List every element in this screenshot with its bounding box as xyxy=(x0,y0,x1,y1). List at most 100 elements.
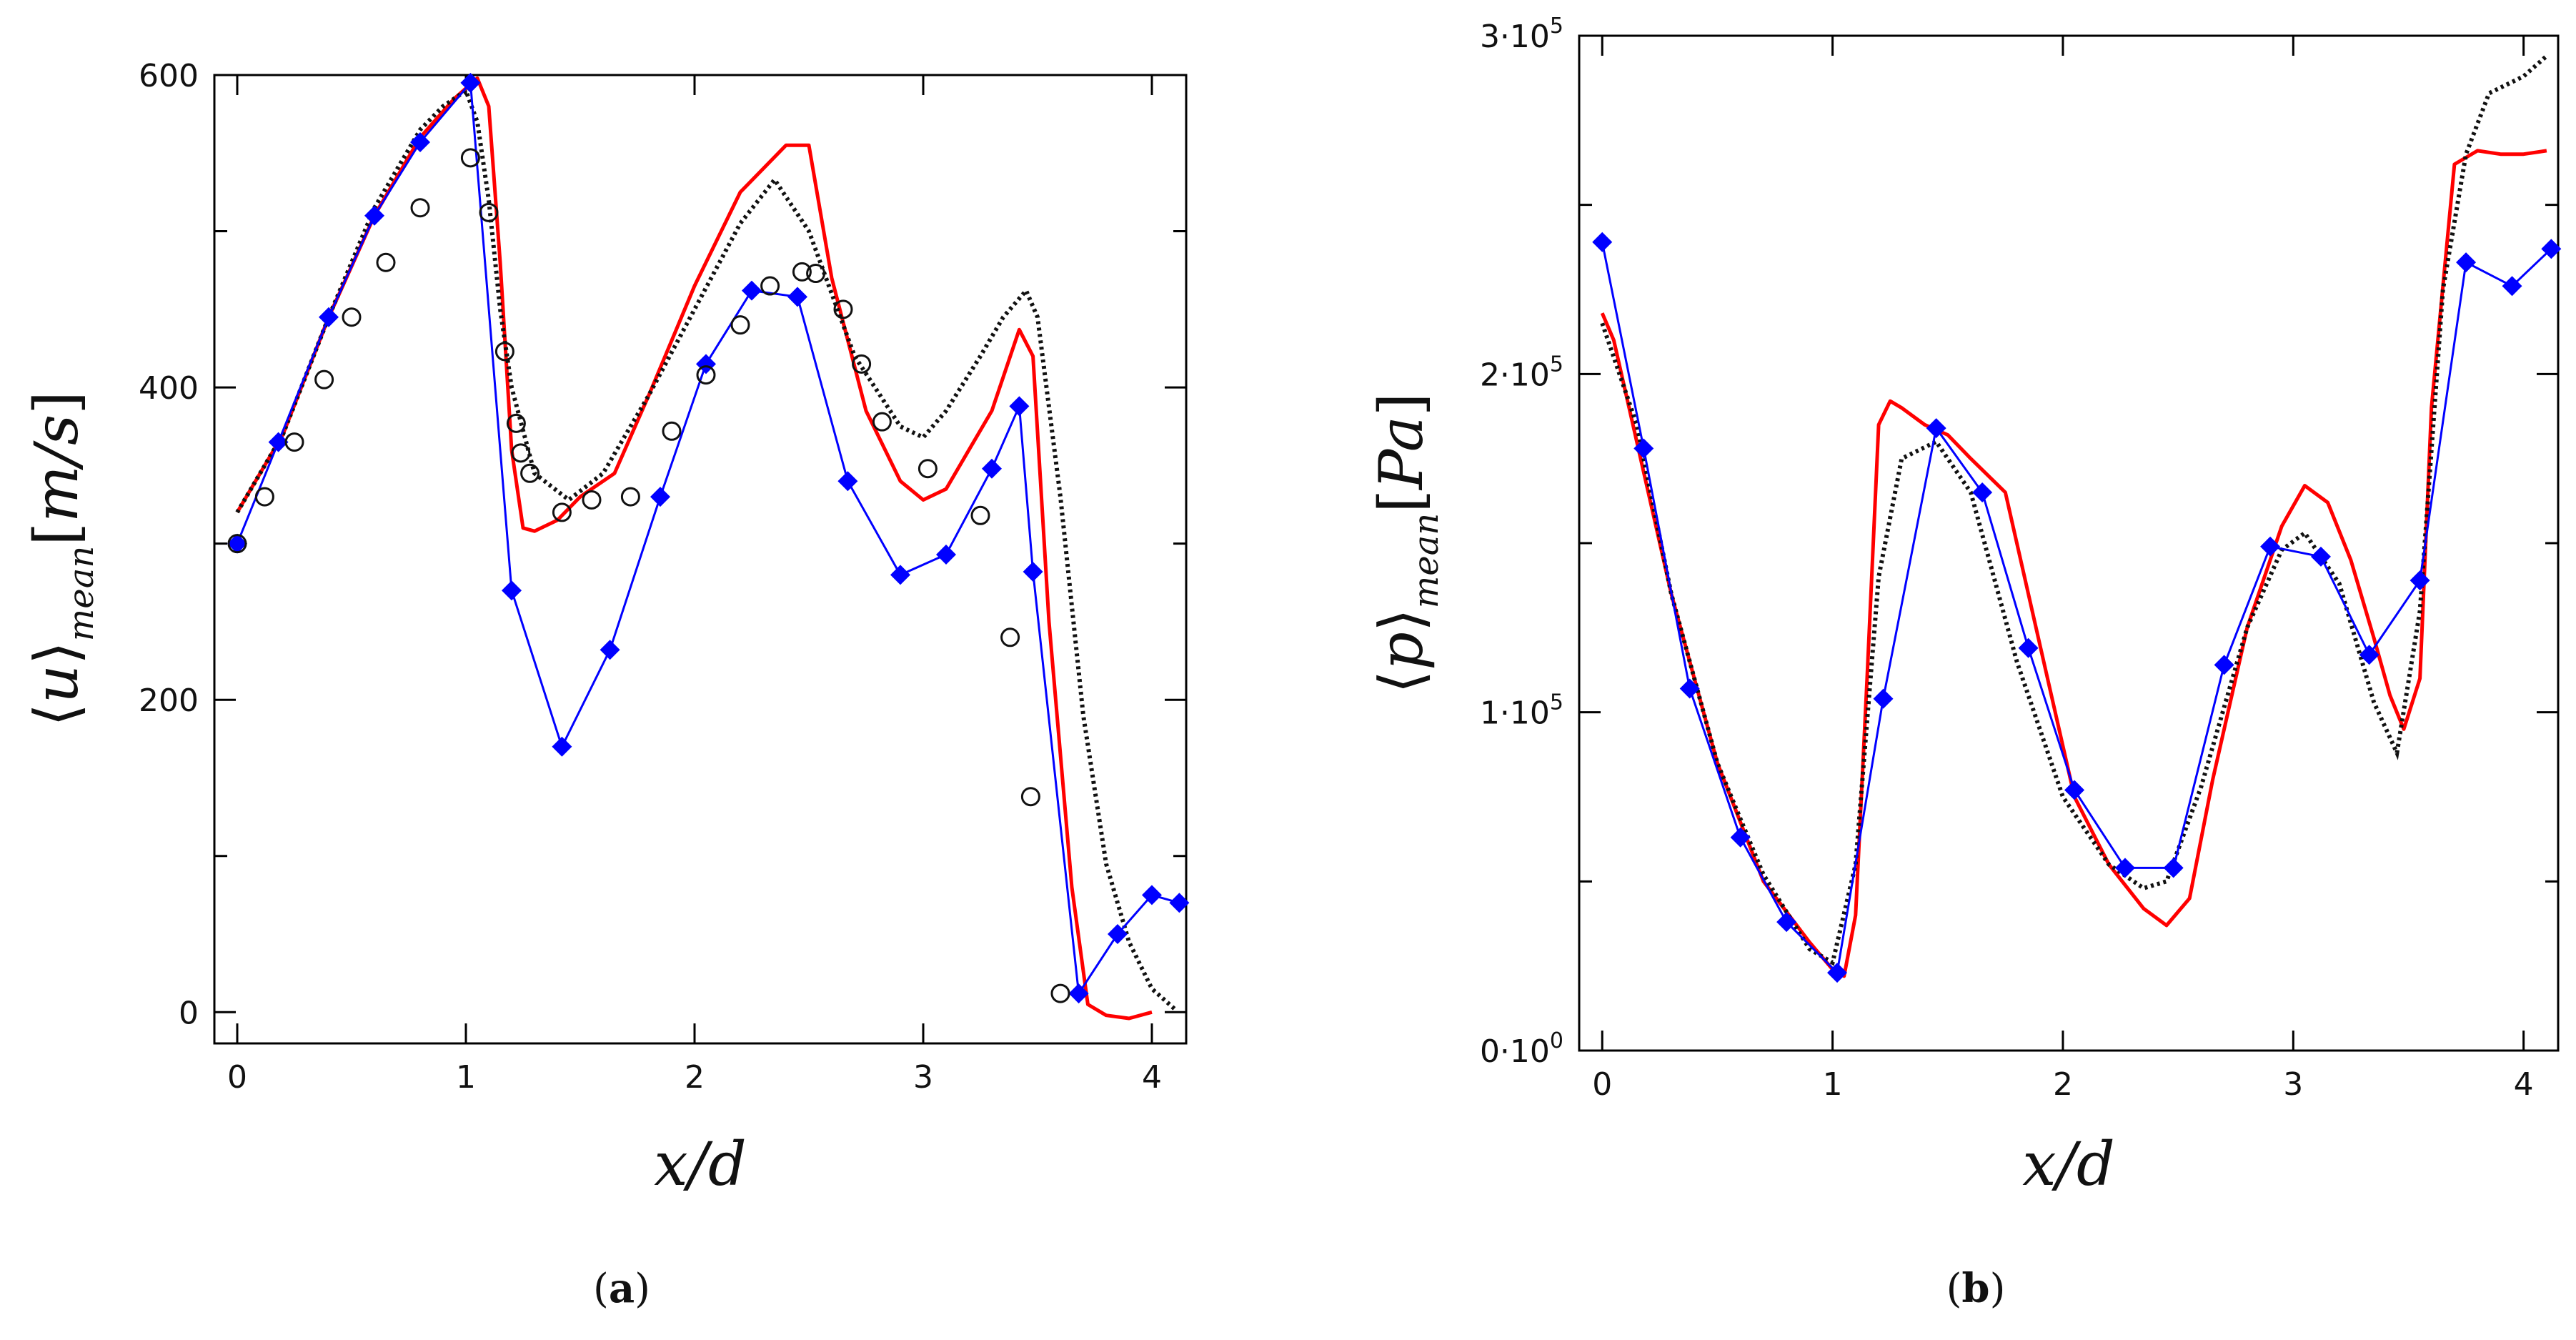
data-point-circle-a xyxy=(852,354,872,374)
y-axis-sub-b: mean xyxy=(1406,513,1446,608)
data-point-diamond-a xyxy=(1142,885,1162,905)
y-axis-close-b: ⟩ xyxy=(1366,608,1436,632)
data-point-circle-a xyxy=(227,534,247,554)
y-tick-exp-b: 5 xyxy=(1550,14,1563,39)
ticks-b xyxy=(1579,34,2558,1052)
y-tick-base-b: 3·10 xyxy=(1480,19,1550,55)
y-axis-symbol-a: u xyxy=(21,665,91,703)
x-tick-label-b: 2 xyxy=(2053,1066,2073,1103)
panel-label-a-open: ( xyxy=(593,1266,609,1312)
y-tick-label-a: 0 xyxy=(179,995,199,1031)
data-point-diamond-a xyxy=(364,205,384,226)
x-tick-label-a: 1 xyxy=(456,1059,476,1096)
y-axis-label-a: ⟨u⟩mean[m/s] xyxy=(21,391,101,727)
y-tick-exp-b: 5 xyxy=(1550,352,1563,377)
data-point-diamond-a xyxy=(1068,983,1089,1004)
y-axis-label-open-a: ⟨ xyxy=(21,703,91,727)
data-point-circle-a xyxy=(494,342,514,362)
data-point-diamond-b xyxy=(1730,827,1751,848)
data-point-circle-a xyxy=(520,463,540,483)
data-point-circle-a xyxy=(506,413,526,433)
tick-labels-a: 0 1 2 3 4 0 200 400 600 xyxy=(139,58,1162,1096)
data-point-diamond-b xyxy=(1926,418,1946,439)
data-point-circle-a xyxy=(1050,983,1070,1003)
data-point-diamond-b xyxy=(2541,239,2562,259)
y-tick-label-a: 200 xyxy=(139,683,199,719)
data-point-circle-a xyxy=(833,299,853,319)
data-point-circle-a xyxy=(410,198,430,218)
x-tick-label-a: 0 xyxy=(227,1059,247,1096)
data-point-diamond-b xyxy=(1776,912,1797,933)
data-point-circle-a xyxy=(284,432,304,452)
y-tick-label-b: 3·105 xyxy=(1480,14,1563,55)
data-point-diamond-b xyxy=(1873,688,1894,709)
data-point-diamond-b xyxy=(1679,678,1700,699)
x-tick-label-b: 1 xyxy=(1823,1066,1843,1103)
data-point-circle-a xyxy=(917,459,938,479)
panel-label-b-open: ( xyxy=(1946,1266,1962,1312)
data-point-diamond-a xyxy=(268,432,289,452)
data-point-circle-a xyxy=(696,365,716,385)
data-point-diamond-a xyxy=(1009,396,1030,417)
data-point-diamond-b xyxy=(2114,858,2135,878)
data-point-diamond-a xyxy=(650,487,670,507)
y-axis-close-a: ⟩ xyxy=(21,641,91,665)
data-point-diamond-b xyxy=(2410,570,2430,591)
data-point-diamond-b xyxy=(2456,252,2477,273)
data-point-circle-a xyxy=(552,502,572,522)
data-point-diamond-b xyxy=(1827,963,1848,983)
data-point-diamond-a xyxy=(552,736,572,757)
y-axis-sub-a: mean xyxy=(61,546,101,641)
y-axis-label-b: ⟨p⟩mean[Pa] xyxy=(1366,392,1446,693)
data-point-diamond-a xyxy=(982,458,1002,479)
series-line-black-dotted-a xyxy=(235,87,1176,1011)
panel-label-b-close: ) xyxy=(1990,1266,2006,1312)
y-tick-label-a: 400 xyxy=(139,370,199,407)
y-axis-unit-a: m/s xyxy=(21,415,91,522)
x-tick-label-a: 2 xyxy=(685,1059,705,1096)
y-axis-unit-b: Pa xyxy=(1366,416,1436,491)
data-point-diamond-a xyxy=(1023,561,1043,582)
data-point-circle-a xyxy=(479,202,499,222)
series-line-red-b xyxy=(1600,149,2547,978)
x-tick-label-b: 0 xyxy=(1592,1066,1612,1103)
data-point-diamond-b xyxy=(2064,780,2085,800)
panel-label-b-letter: b xyxy=(1961,1265,1989,1312)
data-point-diamond-a xyxy=(600,640,620,660)
data-point-diamond-a xyxy=(502,580,522,601)
data-point-circle-a xyxy=(620,487,640,507)
y-axis-bracket-close-b: ] xyxy=(1366,392,1436,416)
data-point-circle-a xyxy=(1000,627,1020,647)
x-axis-label-b: x/d xyxy=(2022,1129,2114,1199)
x-tick-label-b: 4 xyxy=(2514,1066,2534,1103)
y-tick-base-b: 1·10 xyxy=(1480,695,1550,732)
ticks-a xyxy=(214,74,1186,1043)
y-tick-base-b: 2·10 xyxy=(1480,357,1550,393)
data-point-diamond-b xyxy=(1972,482,1993,502)
data-point-diamond-b xyxy=(2214,655,2234,675)
data-point-diamond-b xyxy=(2018,637,2039,658)
series-group-b xyxy=(1592,54,2562,983)
y-axis-bracket-open-b: [ xyxy=(1366,490,1436,513)
data-point-diamond-a xyxy=(837,471,858,492)
data-point-circle-a xyxy=(460,148,480,168)
plot-frame-b xyxy=(1578,34,2560,1052)
series-group-a xyxy=(227,72,1190,1021)
plot-frame-a xyxy=(213,74,1188,1045)
data-point-diamond-b xyxy=(2359,645,2379,665)
data-point-circle-a xyxy=(511,443,531,463)
data-point-circle-a xyxy=(662,421,682,441)
data-point-circle-a xyxy=(342,307,362,327)
data-point-diamond-a xyxy=(890,565,910,585)
data-point-diamond-a xyxy=(319,307,339,327)
data-point-circle-a xyxy=(254,487,274,507)
data-point-diamond-b xyxy=(1633,438,1654,459)
x-tick-label-a: 4 xyxy=(1142,1059,1162,1096)
data-point-circle-a xyxy=(376,252,396,272)
data-point-circle-a xyxy=(806,264,826,284)
data-point-circle-a xyxy=(582,490,602,510)
data-point-diamond-a xyxy=(742,280,762,301)
